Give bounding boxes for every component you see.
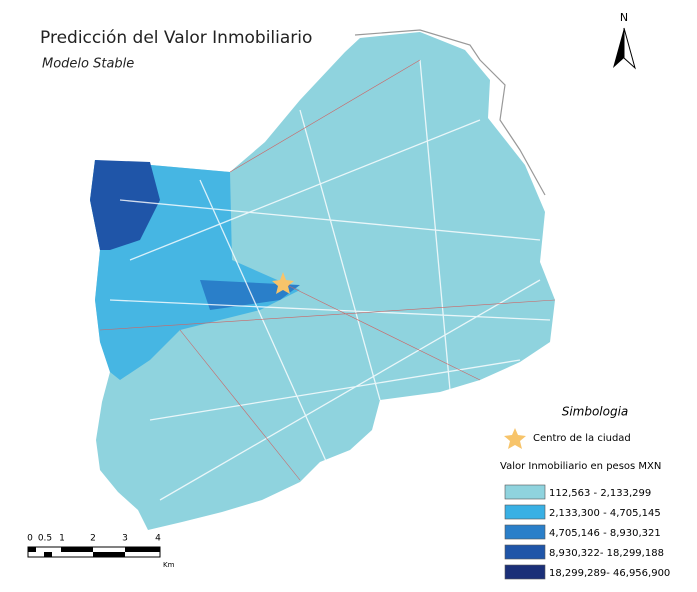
scale-label: 4 (155, 534, 161, 544)
legend-swatch (504, 504, 546, 520)
boundary-outline (354, 29, 546, 196)
road-lines (99, 59, 556, 481)
legend-swatch (504, 484, 546, 500)
legend-swatch (504, 524, 546, 540)
legend-swatch (504, 544, 546, 560)
legend-center: Centro de la ciudad (533, 433, 631, 444)
legend-value-title: Valor Inmobiliario en pesos MXN (500, 461, 661, 472)
scale-seg (125, 547, 160, 552)
scale-unit: Km (163, 561, 175, 569)
legend-label: 112,563 - 2,133,299 (549, 488, 651, 499)
legend-label: 8,930,322- 18,299,188 (549, 548, 664, 559)
legend-label: 18,299,289- 46,956,900 (549, 568, 670, 579)
legend-label: 2,133,300 - 4,705,145 (549, 508, 661, 519)
legend-swatch (504, 564, 546, 580)
scale-bar: 0 0.5 1 2 3 4 Km (27, 534, 174, 570)
legend-star (504, 428, 526, 449)
title: Predicción del Valor Inmobiliario (40, 28, 312, 48)
scale-seg (28, 547, 36, 552)
scale-seg (61, 547, 93, 552)
scale-label: 2 (90, 534, 96, 544)
legend-classes: 112,563 - 2,133,299 2,133,300 - 4,705,145… (504, 484, 670, 580)
highest-value-zone (90, 160, 160, 250)
scale-seg (44, 552, 52, 557)
north-label: N (620, 11, 628, 24)
city-center-star (272, 272, 294, 294)
legend-title: Simbologia (562, 405, 629, 419)
north-arrow-right (623, 27, 636, 70)
subtitle: Modelo Stable (42, 57, 134, 72)
scale-label: 0.5 (38, 534, 52, 544)
legend-label: 4,705,146 - 8,930,321 (549, 528, 661, 539)
scale-label: 3 (122, 534, 128, 544)
center-zone (200, 280, 300, 310)
north-arrow-left (613, 28, 624, 68)
street-pattern (109, 59, 551, 501)
scale-seg (93, 552, 125, 557)
municipality-area (90, 32, 555, 530)
scale-label: 0 (27, 534, 33, 544)
scale-label: 1 (59, 534, 65, 544)
